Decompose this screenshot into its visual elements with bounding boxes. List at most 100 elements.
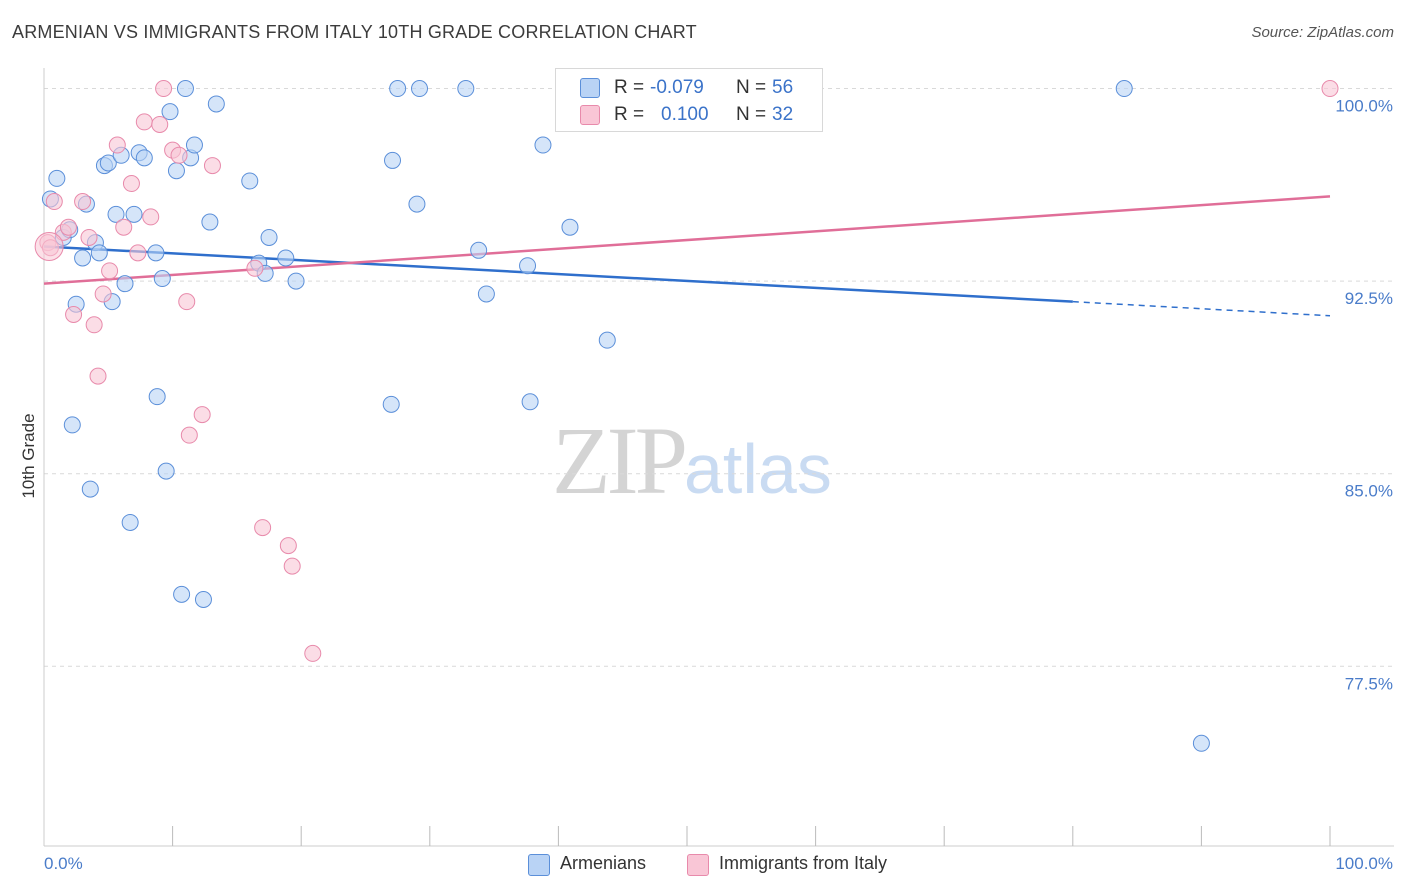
armenian-trend-extrapolation xyxy=(1072,300,1331,317)
italy-point xyxy=(1321,80,1339,98)
armenian-point xyxy=(161,103,179,121)
italy-point xyxy=(115,218,133,236)
italy-point-cluster xyxy=(34,231,64,261)
r-value: -0.079 xyxy=(650,77,704,98)
italy-point xyxy=(283,557,301,575)
armenian-point xyxy=(561,218,579,236)
armenian-point xyxy=(99,154,117,172)
armenian-point xyxy=(260,228,278,246)
armenian-point xyxy=(389,80,407,98)
armenian-point xyxy=(534,136,552,154)
armenian-point xyxy=(116,275,134,293)
n-value: 56 xyxy=(772,77,794,98)
armenian-point xyxy=(176,80,194,98)
r-label: R = xyxy=(614,77,645,98)
y-tick-label: 77.5% xyxy=(1345,674,1393,693)
watermark-atlas: atlas xyxy=(684,430,832,508)
italy-point xyxy=(180,426,198,444)
y-axis-title: 10th Grade xyxy=(19,413,38,498)
armenian-point xyxy=(519,257,537,275)
armenian-point xyxy=(148,388,166,406)
legend-label: Armenians xyxy=(560,853,647,873)
italy-point xyxy=(254,519,272,537)
y-tick-label: 92.5% xyxy=(1345,289,1393,308)
armenian-point xyxy=(411,80,429,98)
italy-point xyxy=(135,113,153,131)
n-label: N = xyxy=(736,77,767,98)
italy-point xyxy=(89,367,107,385)
armenian-point xyxy=(382,395,400,413)
italy-point xyxy=(170,146,188,164)
italy-point xyxy=(151,115,169,133)
armenian-point xyxy=(1192,734,1210,752)
italy-point xyxy=(155,80,173,98)
armenian-point xyxy=(477,285,495,303)
r-value: 0.100 xyxy=(661,104,709,125)
armenian-point xyxy=(408,195,426,213)
x-tick-label-max: 100.0% xyxy=(1335,854,1393,873)
armenian-point xyxy=(287,272,305,290)
armenian-point xyxy=(121,513,139,531)
watermark: ZIPatlas xyxy=(552,405,832,516)
italy-point xyxy=(108,136,126,154)
chart-source: Source: ZipAtlas.com xyxy=(1251,24,1394,41)
italy-point xyxy=(94,285,112,303)
italy-swatch-icon xyxy=(580,105,600,125)
watermark-zip: ZIP xyxy=(552,407,688,514)
armenian-point xyxy=(81,480,99,498)
armenian-point xyxy=(63,416,81,434)
armenian-point xyxy=(125,205,143,223)
italy-point xyxy=(45,193,63,211)
armenian-point xyxy=(135,149,153,167)
armenian-point xyxy=(107,205,125,223)
armenians-swatch-icon xyxy=(580,78,600,98)
armenian-point xyxy=(598,331,616,349)
italy-point xyxy=(101,262,119,280)
armenian-point xyxy=(277,249,295,267)
x-tick-label-min: 0.0% xyxy=(44,854,83,873)
n-value: 32 xyxy=(772,104,794,125)
italy-point xyxy=(304,644,322,662)
italy-point xyxy=(142,208,160,226)
italy-point xyxy=(74,193,92,211)
armenian-point xyxy=(521,393,539,411)
armenian-point xyxy=(173,585,191,603)
italy-point xyxy=(246,259,264,277)
italy-trend-line xyxy=(43,195,1331,285)
armenian-point xyxy=(185,136,203,154)
armenian-point xyxy=(147,244,165,262)
armenian-point xyxy=(384,151,402,169)
italy-point xyxy=(203,157,221,175)
italy-legend-icon xyxy=(687,854,709,876)
italy-point xyxy=(65,305,83,323)
italy-point xyxy=(80,228,98,246)
trend-lines xyxy=(43,195,1331,317)
armenian-point xyxy=(48,169,66,187)
y-tick-label: 85.0% xyxy=(1345,482,1393,501)
chart-title: ARMENIAN VS IMMIGRANTS FROM ITALY 10TH G… xyxy=(12,22,697,42)
armenian-point xyxy=(207,95,225,113)
italy-point xyxy=(129,244,147,262)
armenian-point xyxy=(74,249,92,267)
data-points xyxy=(34,80,1339,752)
armenian-point xyxy=(153,270,171,288)
armenian-point xyxy=(90,244,108,262)
italy-point xyxy=(122,175,140,193)
armenian-point xyxy=(470,241,488,259)
italy-point xyxy=(85,316,103,334)
italy-point xyxy=(279,537,297,555)
tick-labels: 100.0% 92.5% 85.0% 77.5% 0.0% 100.0% xyxy=(44,97,1393,873)
legend-label: Immigrants from Italy xyxy=(719,853,888,873)
armenians-legend-icon xyxy=(528,854,550,876)
armenian-point xyxy=(157,462,175,480)
armenian-point xyxy=(1115,80,1133,98)
r-label: R = xyxy=(614,104,645,125)
armenian-point xyxy=(201,213,219,231)
italy-point xyxy=(193,406,211,424)
armenian-trend-line xyxy=(43,245,1073,303)
armenian-point xyxy=(167,162,185,180)
n-label: N = xyxy=(736,104,767,125)
correlation-stats-box: R = -0.079 N = 56 R = 0.100 N = 32 xyxy=(555,68,823,132)
armenian-point xyxy=(194,591,212,609)
